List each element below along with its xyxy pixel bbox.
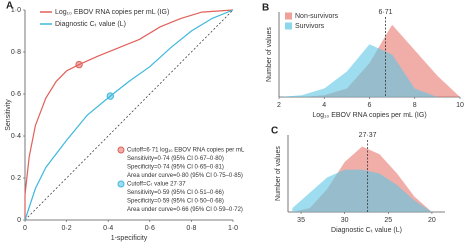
x-tick-label: 30 [341,217,349,224]
x-axis-label: Diagnostic Cₜ value (L) [331,227,402,234]
x-tick-label: 10 [456,102,464,109]
y-tick-label: 0·6 [11,91,21,98]
y-tick-label: 0·4 [11,133,21,140]
x-axis-label: 1-specificity [111,235,148,242]
x-tick-label: 8 [413,102,417,109]
panel-label: B [262,3,269,14]
y-axis-label: Number of values [266,27,273,82]
x-tick-label: 0 [23,225,27,232]
cutoff-label: 6·71 [379,9,393,16]
legend-swatch [285,12,292,20]
legend-label: Log₁₀ EBOV RNA copies per mL (IG) [55,9,169,16]
legend-label: Diagnostic Cₜ value (L) [55,21,126,28]
panel-label: C [271,126,278,137]
annotation-text: Area under curve=0·66 (95% CI 0·59–0·72) [127,207,243,213]
x-tick-label: 25 [384,217,392,224]
annotation-text: Specificity=0·74 (95% CI 0·65–0·81) [127,165,224,171]
x-tick-label: 0·2 [62,225,72,232]
legend-label: Non-survivors [295,13,339,20]
annotation-icon [117,180,125,188]
cutoff-label: 27·37 [359,132,377,139]
legend-swatch [285,22,292,30]
x-tick-label: 4 [322,102,326,109]
cutoff-marker [106,92,114,100]
x-tick-label: 0·4 [103,225,113,232]
annotation-text: Specificity=0·59 (95% CI 0·50–0·68) [127,199,224,205]
y-tick-label: 0·8 [11,49,21,56]
x-tick-label: 20 [428,217,436,224]
x-tick-label: 1·0 [228,225,238,232]
y-tick-label: 1·0 [11,7,21,14]
x-tick-label: 0·8 [186,225,196,232]
panel-label: A [6,1,13,12]
density-area [279,24,460,97]
density-area [279,44,460,97]
annotation-text: Sensitivity=0·59 (95% CI 0·51–0·66) [127,190,224,196]
annotation-text: Area under curve=0·80 (95% CI 0·75–0·85) [127,173,243,179]
cutoff-marker [75,60,83,69]
reference-diagonal [24,9,234,221]
annotation-text: Cutoff=Cₜ value 27·37 [127,182,186,188]
y-axis-label: Sensitivity [5,99,12,131]
x-tick-label: 6 [368,102,372,109]
annotation-text: Cutoff=6·71 log₁₀ EBOV RNA copies per mL [127,148,245,154]
annotation-text: Sensitivity=0·74 (95% CI 0·67–0·80) [127,156,224,162]
x-tick-label: 2 [277,102,281,109]
y-tick-label: 0·2 [11,175,21,182]
x-tick-label: 35 [297,217,305,224]
y-tick-label: 0 [17,217,21,224]
density-area [292,169,432,212]
y-axis-label: Number of values [275,146,282,201]
roc-line [24,9,234,221]
x-tick-label: 0·6 [145,225,155,232]
legend-label: Survivors [295,23,325,30]
x-axis-label: Log₁₀ EBOV RNA copies per mL (IG) [312,112,426,119]
annotation-icon [117,146,125,154]
